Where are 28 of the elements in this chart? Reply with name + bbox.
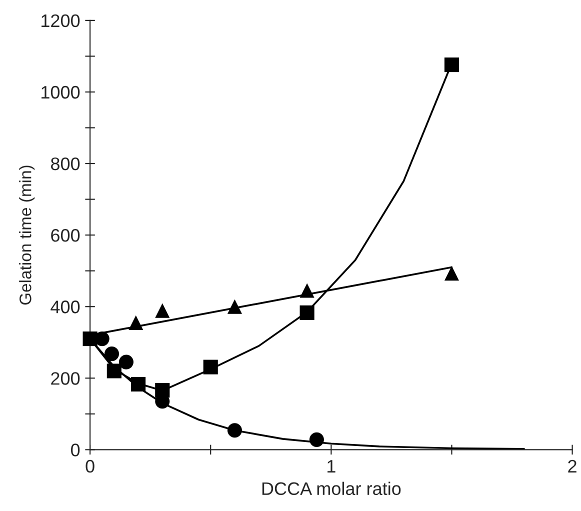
y-tick-label: 0 [70,444,80,456]
point [203,360,218,374]
point [128,315,144,330]
y-tick-label: 1000 [42,86,80,99]
point [444,58,460,72]
y-tick-label: 200 [51,372,80,385]
y-tick-label: 600 [51,228,80,242]
y-tick-label: 1200 [42,14,80,28]
x-axis-title: DCCA molar ratio [262,482,401,496]
y-tick-label: 400 [50,300,80,314]
point [300,305,314,320]
point [227,299,242,314]
point [118,354,134,370]
point [155,383,170,398]
y-tick-label: 800 [50,157,80,170]
x-tick-label: 0 [86,460,94,473]
point [227,423,242,438]
point [300,283,314,298]
x-tick-label: 2 [568,460,576,472]
point [309,432,324,447]
point [106,364,122,378]
point [155,303,170,318]
point [104,346,120,362]
point [130,376,146,392]
y-axis-title: Gelation time (min) [19,166,35,305]
x-tick-label: 1 [328,460,336,472]
point [444,266,460,281]
point [82,332,98,346]
